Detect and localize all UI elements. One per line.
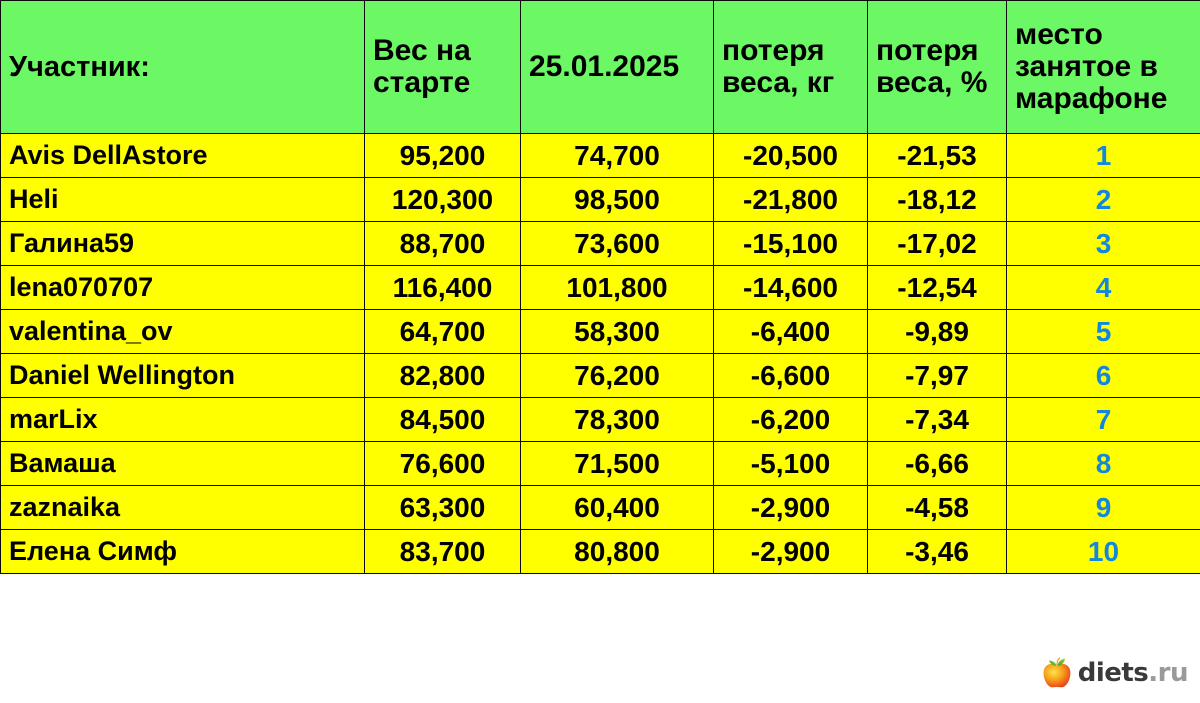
cell-current-weight: 73,600 (520, 221, 714, 266)
cell-start-weight: 95,200 (364, 133, 521, 178)
cell-loss-percent: -18,12 (867, 177, 1007, 222)
cell-current-weight: 76,200 (520, 353, 714, 398)
cell-place: 10 (1006, 529, 1200, 574)
cell-current-weight: 78,300 (520, 397, 714, 442)
cell-participant: zaznaika (0, 485, 365, 530)
cell-loss-kg: -2,900 (713, 485, 868, 530)
cell-place: 5 (1006, 309, 1200, 354)
cell-place: 2 (1006, 177, 1200, 222)
column-header-loss-kg: потеря веса, кг (713, 0, 868, 134)
table-row: lena070707 116,400 101,800 -14,600 -12,54 4 (0, 265, 1200, 310)
cell-loss-percent: -4,58 (867, 485, 1007, 530)
cell-loss-kg: -15,100 (713, 221, 868, 266)
cell-start-weight: 120,300 (364, 177, 521, 222)
cell-place: 3 (1006, 221, 1200, 266)
cell-participant: Елена Симф (0, 529, 365, 574)
cell-loss-percent: -12,54 (867, 265, 1007, 310)
cell-place: 4 (1006, 265, 1200, 310)
cell-start-weight: 116,400 (364, 265, 521, 310)
cell-place: 6 (1006, 353, 1200, 398)
cell-participant: lena070707 (0, 265, 365, 310)
table-row: Галина59 88,700 73,600 -15,100 -17,02 3 (0, 221, 1200, 266)
cell-current-weight: 71,500 (520, 441, 714, 486)
table-header: Участник: Вес на старте 25.01.2025 потер… (0, 0, 1200, 134)
cell-start-weight: 83,700 (364, 529, 521, 574)
cell-start-weight: 63,300 (364, 485, 521, 530)
cell-loss-percent: -21,53 (867, 133, 1007, 178)
cell-loss-kg: -6,600 (713, 353, 868, 398)
table-row: valentina_ov 64,700 58,300 -6,400 -9,89 5 (0, 309, 1200, 354)
cell-participant: marLix (0, 397, 365, 442)
cell-start-weight: 76,600 (364, 441, 521, 486)
table-row: Вамаша 76,600 71,500 -5,100 -6,66 8 (0, 441, 1200, 486)
cell-start-weight: 88,700 (364, 221, 521, 266)
cell-loss-percent: -3,46 (867, 529, 1007, 574)
diets-ru-watermark: diets.ru (1042, 656, 1188, 689)
cell-loss-percent: -6,66 (867, 441, 1007, 486)
cell-loss-kg: -5,100 (713, 441, 868, 486)
cell-participant: Avis DellAstore (0, 133, 365, 178)
cell-current-weight: 60,400 (520, 485, 714, 530)
cell-loss-percent: -7,34 (867, 397, 1007, 442)
table-row: zaznaika 63,300 60,400 -2,900 -4,58 9 (0, 485, 1200, 530)
column-header-loss-percent: потеря веса, % (867, 0, 1007, 134)
table-row: Heli 120,300 98,500 -21,800 -18,12 2 (0, 177, 1200, 222)
cell-participant: Daniel Wellington (0, 353, 365, 398)
weight-loss-marathon-table: Участник: Вес на старте 25.01.2025 потер… (0, 0, 1200, 574)
apple-icon (1042, 656, 1072, 689)
cell-place: 9 (1006, 485, 1200, 530)
cell-loss-percent: -17,02 (867, 221, 1007, 266)
column-header-start-weight: Вес на старте (364, 0, 521, 134)
cell-participant: Вамаша (0, 441, 365, 486)
cell-current-weight: 58,300 (520, 309, 714, 354)
cell-current-weight: 74,700 (520, 133, 714, 178)
cell-loss-percent: -9,89 (867, 309, 1007, 354)
table-row: Елена Симф 83,700 80,800 -2,900 -3,46 10 (0, 529, 1200, 574)
cell-current-weight: 98,500 (520, 177, 714, 222)
header-row: Участник: Вес на старте 25.01.2025 потер… (0, 0, 1200, 134)
cell-participant: valentina_ov (0, 309, 365, 354)
table-row: Avis DellAstore 95,200 74,700 -20,500 -21,53… (0, 133, 1200, 178)
column-header-place: место занятое в марафоне (1006, 0, 1200, 134)
cell-loss-kg: -6,400 (713, 309, 868, 354)
table-row: marLix 84,500 78,300 -6,200 -7,34 7 (0, 397, 1200, 442)
brand-name: diets (1077, 657, 1149, 688)
column-header-participant: Участник: (0, 0, 365, 134)
brand-tld: .ru (1148, 657, 1188, 688)
cell-start-weight: 84,500 (364, 397, 521, 442)
cell-start-weight: 82,800 (364, 353, 521, 398)
cell-loss-kg: -6,200 (713, 397, 868, 442)
cell-current-weight: 101,800 (520, 265, 714, 310)
cell-place: 1 (1006, 133, 1200, 178)
cell-loss-kg: -2,900 (713, 529, 868, 574)
cell-loss-kg: -14,600 (713, 265, 868, 310)
cell-place: 8 (1006, 441, 1200, 486)
cell-start-weight: 64,700 (364, 309, 521, 354)
table-body: Avis DellAstore 95,200 74,700 -20,500 -21,53… (0, 133, 1200, 574)
cell-place: 7 (1006, 397, 1200, 442)
cell-loss-kg: -21,800 (713, 177, 868, 222)
cell-participant: Галина59 (0, 221, 365, 266)
cell-participant: Heli (0, 177, 365, 222)
cell-loss-percent: -7,97 (867, 353, 1007, 398)
brand-wordmark: diets.ru (1077, 657, 1189, 688)
cell-current-weight: 80,800 (520, 529, 714, 574)
cell-loss-kg: -20,500 (713, 133, 868, 178)
table-row: Daniel Wellington 82,800 76,200 -6,600 -7,97… (0, 353, 1200, 398)
column-header-date: 25.01.2025 (520, 0, 714, 134)
